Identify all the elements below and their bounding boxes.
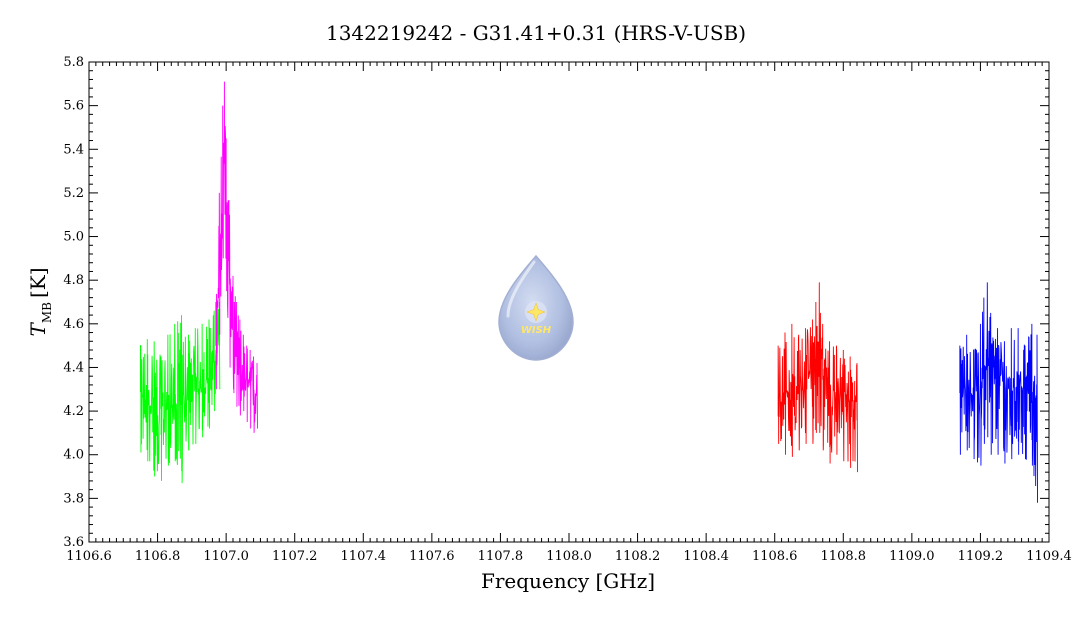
y-axis-ticks: 3.6 3.8 4.0 4.2 4.4 4.6 4.8 5.0 5.2 5.4 5.6 5.8 xyxy=(63,55,1049,550)
y-tick-label: 5.8 xyxy=(63,55,84,70)
x-tick-label: 1109.4 xyxy=(1026,549,1072,564)
x-tick-label: 1107.8 xyxy=(478,549,524,564)
x-tick-label: 1107.2 xyxy=(272,549,318,564)
chart-title: 1342219242 - G31.41+0.31 (HRS-V-USB) xyxy=(326,21,746,45)
x-tick-label: 1108.8 xyxy=(821,549,867,564)
y-tick-label: 5.0 xyxy=(63,230,84,245)
x-tick-label: 1109.0 xyxy=(889,549,935,564)
spectrum-series-3 xyxy=(959,282,1038,503)
wish-logo: WISH xyxy=(498,254,574,361)
x-tick-label: 1107.4 xyxy=(341,549,387,564)
logo-text: WISH xyxy=(521,325,552,336)
x-tick-label: 1106.6 xyxy=(66,549,112,564)
x-tick-label: 1108.6 xyxy=(752,549,798,564)
x-tick-label: 1108.2 xyxy=(615,549,661,564)
y-tick-label: 5.6 xyxy=(63,99,84,114)
x-axis-ticks: 1106.6 1106.8 1107.0 1107.2 1107.4 1107.6 1107… xyxy=(66,62,1072,564)
spectrum-series-1 xyxy=(215,81,258,433)
x-tick-label: 1106.8 xyxy=(135,549,181,564)
y-tick-label: 4.4 xyxy=(63,360,84,375)
star-icon xyxy=(526,302,546,322)
y-tick-label: 5.4 xyxy=(63,142,84,157)
y-axis-label-unit: [K] xyxy=(26,268,50,299)
x-tick-label: 1107.6 xyxy=(409,549,455,564)
x-tick-label: 1108.0 xyxy=(546,549,592,564)
spectrum-series-0 xyxy=(139,301,221,484)
y-axis-label-sub: MB xyxy=(40,302,54,323)
x-axis-label: Frequency [GHz] xyxy=(481,569,655,593)
series-layer xyxy=(139,81,1038,503)
x-tick-label: 1109.2 xyxy=(958,549,1004,564)
y-tick-label: 4.8 xyxy=(63,273,84,288)
y-tick-label: 4.6 xyxy=(63,317,84,332)
x-tick-label: 1108.4 xyxy=(683,549,729,564)
y-tick-label: 3.6 xyxy=(63,535,84,550)
y-tick-label: 4.2 xyxy=(63,404,84,419)
y-axis-label: TMB [K] xyxy=(26,268,54,337)
y-tick-label: 5.2 xyxy=(63,186,84,201)
y-axis-label-main: T xyxy=(26,322,50,337)
y-tick-label: 4.0 xyxy=(63,448,84,463)
svg-text:TMB[K]: TMB [K] xyxy=(26,268,54,337)
y-tick-label: 3.8 xyxy=(63,491,84,506)
x-tick-label: 1107.0 xyxy=(203,549,249,564)
spectrum-series-2 xyxy=(777,282,858,473)
